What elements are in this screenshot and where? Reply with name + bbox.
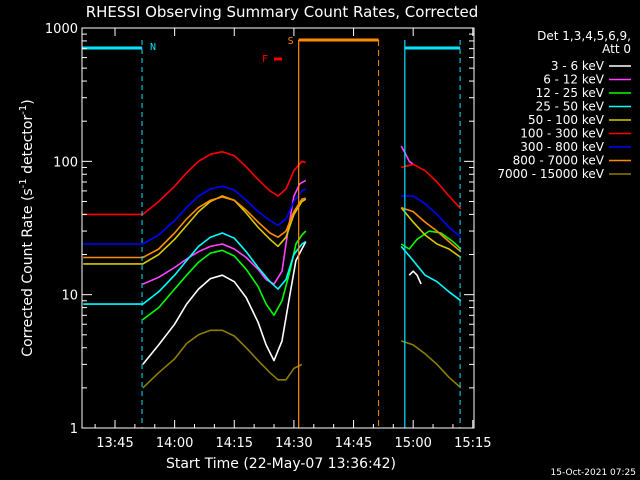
- x-tick-label-5: 15:00: [394, 436, 431, 451]
- axis-ticks: 13:45 14:00 14:15 14:30 14:45 15:00 15:15 1 10 10…: [45, 22, 492, 451]
- y-axis-label-mid: detector: [20, 115, 36, 179]
- y-axis-label-end: ): [20, 99, 36, 104]
- series-line-6-part-2: [401, 195, 462, 238]
- legend-label-5: 100 - 300 keV: [520, 127, 604, 141]
- series-line-0-part-1: [142, 241, 307, 365]
- series-line-4-part-2: [400, 207, 462, 259]
- legend-label-6: 300 - 800 keV: [520, 140, 604, 154]
- y-axis-label-sup1: -1: [18, 178, 29, 188]
- legend-label-8: 7000 - 15000 keV: [497, 167, 604, 181]
- legend-header-attenuator: Att 0: [602, 42, 631, 56]
- annotation-layer: N S F: [82, 36, 461, 428]
- plot-frame: [81, 27, 475, 429]
- footer-date: 15-Oct-2021 07:25: [551, 468, 636, 478]
- series-line-8-part-2: [400, 340, 462, 389]
- legend-label-7: 800 - 7000 keV: [513, 154, 605, 168]
- series-line-7-part-2: [400, 206, 462, 253]
- series-line-2-part-2: [400, 230, 462, 250]
- saa-label: S: [288, 36, 294, 47]
- y-tick-label-1: 10: [61, 289, 78, 304]
- series-line-7-part-1: [83, 196, 307, 259]
- y-axis-label-main: Corrected Count Rate (s: [20, 188, 36, 356]
- y-tick-label-2: 100: [53, 155, 78, 170]
- series-line-6-part-1: [83, 185, 307, 245]
- y-tick-label-3: 1000: [45, 22, 78, 37]
- series-line-1-part-2: [400, 145, 414, 165]
- y-axis-label: Corrected Count Rate (s-1 detector-1): [18, 99, 36, 356]
- x-tick-label-3: 14:30: [275, 436, 312, 451]
- x-tick-label-4: 14:45: [335, 436, 372, 451]
- y-tick-label-0: 1: [70, 422, 78, 437]
- night-label: N: [150, 42, 156, 53]
- series-line-0-part-2: [408, 270, 422, 285]
- legend-label-3: 25 - 50 keV: [536, 100, 605, 114]
- legend-label-2: 12 - 25 keV: [536, 86, 605, 100]
- series-line-3-part-2: [400, 245, 462, 302]
- legend-header-detectors: Det 1,3,4,5,6,9,: [537, 29, 631, 43]
- x-axis-label: Start Time (22-May-07 13:36:42): [166, 456, 396, 472]
- legend-label-1: 6 - 12 keV: [543, 73, 605, 87]
- chart-title: RHESSI Observing Summary Count Rates, Co…: [86, 3, 479, 21]
- y-axis-label-sup2: -1: [18, 105, 29, 115]
- series-line-3-part-1: [83, 232, 307, 305]
- series-line-5-part-2: [400, 163, 462, 210]
- x-tick-label-2: 14:15: [216, 436, 253, 451]
- x-tick-label-1: 14:00: [156, 436, 193, 451]
- series-line-5-part-1: [83, 150, 307, 216]
- series-layer: [83, 145, 462, 389]
- x-tick-label-0: 13:45: [96, 436, 133, 451]
- x-tick-label-6: 15:15: [454, 436, 491, 451]
- legend-label-4: 50 - 100 keV: [528, 113, 605, 127]
- flare-label: F: [262, 54, 268, 65]
- legend-label-0: 3 - 6 keV: [551, 59, 605, 73]
- series-line-8-part-1: [142, 329, 303, 389]
